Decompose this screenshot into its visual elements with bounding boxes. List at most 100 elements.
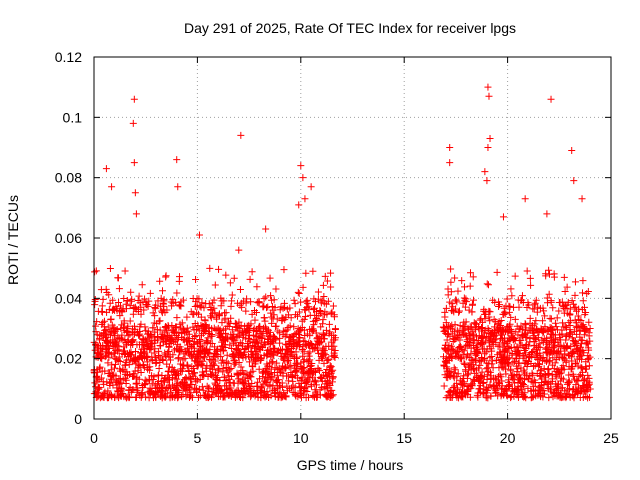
data-point [323,310,331,318]
data-point [440,382,448,390]
data-point [475,377,483,385]
data-point [200,304,208,312]
data-point [499,213,507,221]
data-point [577,317,585,325]
data-point [235,246,243,254]
data-point [574,312,582,320]
data-point [297,162,305,170]
data-point [321,272,329,280]
data-point [245,358,253,366]
data-point [151,345,159,353]
data-point [114,347,122,355]
data-point [305,374,313,382]
data-point [450,364,458,372]
data-point [324,297,332,305]
data-point [586,353,594,361]
data-point [121,267,129,275]
data-point [262,293,270,301]
data-point [276,306,284,314]
data-point [508,329,516,337]
data-point [466,340,474,348]
data-point [95,385,103,393]
data-point [231,360,239,368]
data-point [293,353,301,361]
data-point [553,314,561,322]
data-point [226,341,234,349]
grid-lines [94,57,611,419]
data-point [447,278,455,286]
data-point [258,332,266,340]
data-point [106,331,114,339]
data-point [451,305,459,313]
data-point [461,303,469,311]
data-point [234,344,242,352]
data-point [534,356,542,364]
data-point [155,365,163,373]
data-point [567,342,575,350]
data-point [460,359,468,367]
data-point [157,342,165,350]
data-point [559,375,567,383]
data-point [166,385,174,393]
data-point [574,362,582,370]
data-point [219,364,227,372]
data-point [521,370,529,378]
data-point [484,281,492,289]
axis-ticks [93,56,612,420]
data-point [532,317,540,325]
data-point [321,332,329,340]
data-point [227,364,235,372]
data-points [90,83,594,402]
data-point [226,366,234,374]
data-point [228,291,236,299]
data-point [146,363,154,371]
data-point [272,322,280,330]
data-point [165,343,173,351]
data-point [502,310,510,318]
data-point [113,325,121,333]
data-point [585,332,593,340]
data-point [466,393,474,401]
data-point [568,297,576,305]
data-point [227,372,235,380]
data-point [454,287,462,295]
data-point [441,313,449,321]
data-point [455,308,463,316]
data-point [199,370,207,378]
data-point [163,390,171,398]
data-point [578,355,586,363]
data-point [196,375,204,383]
data-point [116,357,124,365]
data-point [96,363,104,371]
data-point [266,382,274,390]
data-point [130,159,138,167]
data-point [514,365,522,373]
data-point [97,374,105,382]
data-point [286,322,294,330]
data-point [132,347,140,355]
data-point [186,341,194,349]
data-point [520,382,528,390]
data-point [562,358,570,366]
data-point [581,326,589,334]
data-point [268,319,276,327]
data-point [123,297,131,305]
data-point [584,394,592,402]
data-point [276,339,284,347]
data-point [143,338,151,346]
data-point [114,333,122,341]
data-point [444,291,452,299]
data-point [451,321,459,329]
data-point [506,320,514,328]
data-point [309,267,317,275]
data-point [172,324,180,332]
data-point [575,305,583,313]
data-point [585,318,593,326]
data-point [301,312,309,320]
data-point [151,312,159,320]
x-axis-label: GPS time / hours [297,457,404,473]
data-point [550,273,558,281]
data-point [476,375,484,383]
data-point [578,364,586,372]
data-point [126,317,134,325]
